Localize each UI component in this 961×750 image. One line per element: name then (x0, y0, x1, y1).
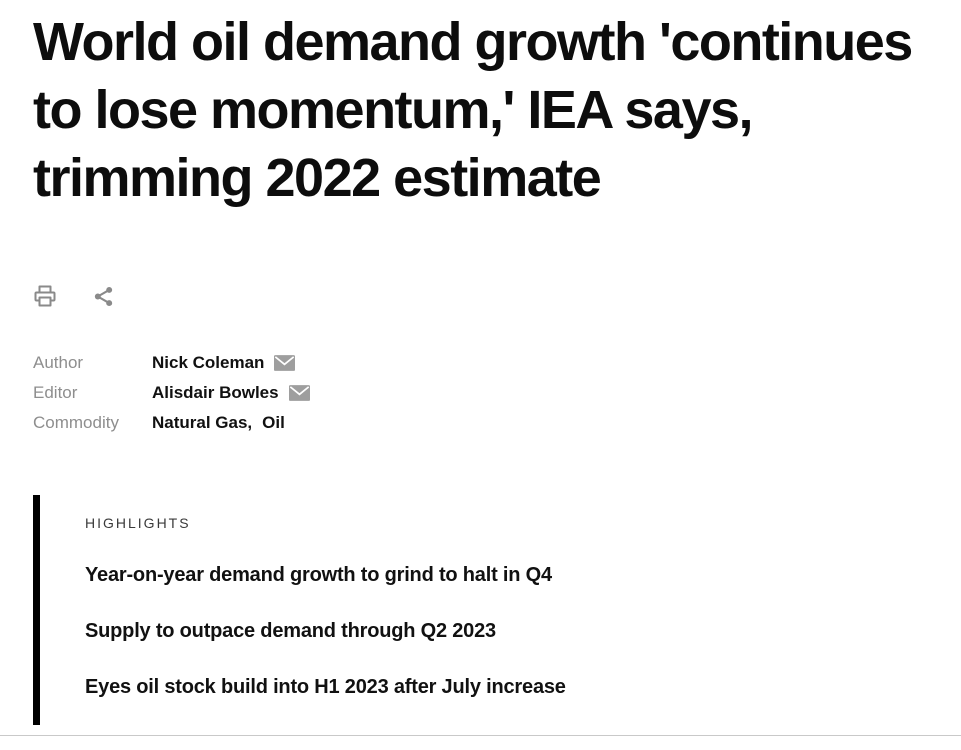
highlights-label: HIGHLIGHTS (85, 515, 191, 531)
email-icon (274, 355, 296, 371)
highlight-item: Eyes oil stock build into H1 2023 after … (85, 676, 566, 698)
meta-row-author: Author Nick Coleman (33, 348, 961, 378)
printer-icon (34, 285, 56, 307)
print-button[interactable] (33, 284, 57, 308)
meta-row-editor: Editor Alisdair Bowles (33, 378, 961, 408)
highlights-box: HIGHLIGHTS Year-on-year demand growth to… (33, 495, 961, 725)
share-icon (94, 286, 112, 306)
article-toolbar (33, 284, 961, 308)
editor-email-link[interactable] (288, 385, 310, 401)
article-meta: Author Nick Coleman Editor Alisdair Bowl… (33, 348, 961, 438)
editor-name: Alisdair Bowles (152, 383, 279, 402)
commodity-link-oil[interactable]: Oil (262, 413, 285, 432)
author-name: Nick Coleman (152, 353, 265, 372)
article-page: World oil demand growth 'continues to lo… (0, 8, 961, 736)
editor-label: Editor (33, 383, 78, 402)
commodity-label: Commodity (33, 413, 119, 432)
commodity-link-natural-gas[interactable]: Natural Gas, (152, 413, 253, 432)
highlight-item: Year-on-year demand growth to grind to h… (85, 564, 552, 586)
headline: World oil demand growth 'continues to lo… (33, 12, 913, 208)
meta-row-commodity: Commodity Natural Gas, Oil (33, 408, 961, 438)
divider (0, 735, 961, 736)
highlight-item: Supply to outpace demand through Q2 2023 (85, 620, 496, 642)
share-button[interactable] (91, 284, 115, 308)
email-icon (288, 385, 310, 401)
author-label: Author (33, 353, 84, 372)
author-email-link[interactable] (274, 355, 296, 371)
